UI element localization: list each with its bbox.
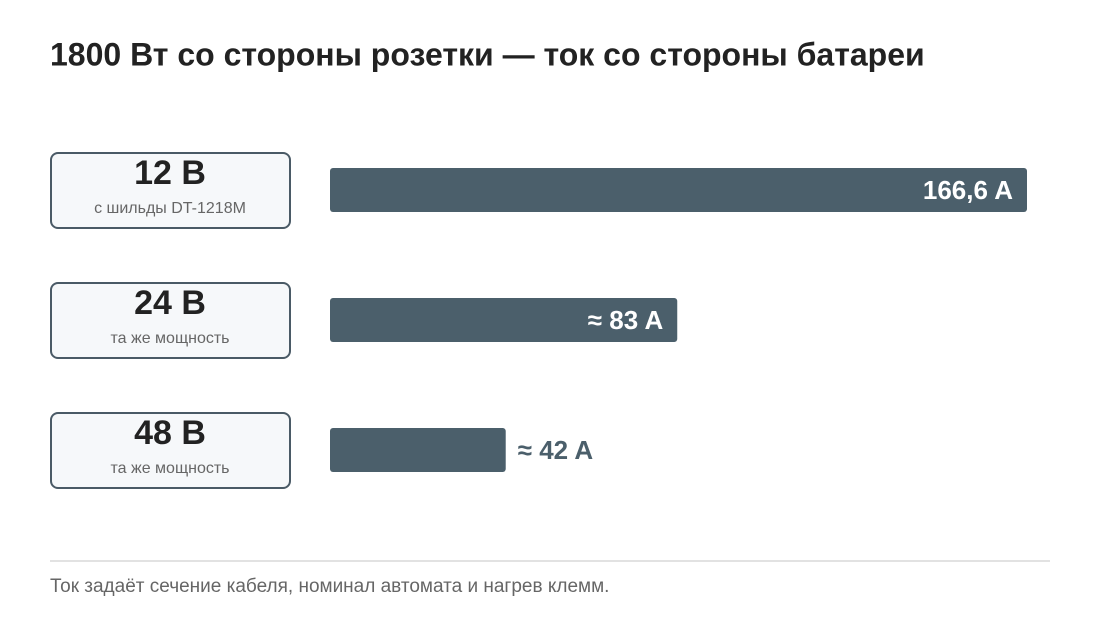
chart-title: 1800 Вт со стороны розетки — ток со стор… — [50, 36, 925, 72]
value-label: ≈ 83 A — [588, 305, 664, 335]
category-box — [50, 412, 291, 489]
category-label: 48 В — [134, 414, 206, 452]
value-label: ≈ 42 A — [518, 435, 594, 465]
bar — [330, 168, 1027, 212]
bar — [330, 298, 678, 342]
value-label: 166,6 A — [923, 175, 1013, 205]
footnote: Ток задаёт сечение кабеля, номинал автом… — [50, 576, 609, 597]
category-sublabel: с шильды DT-1218M — [94, 200, 246, 217]
category-box — [50, 282, 291, 359]
category-sublabel: та же мощность — [111, 330, 230, 347]
category-sublabel: та же мощность — [111, 460, 230, 477]
category-label: 24 В — [134, 284, 206, 322]
bar — [330, 428, 506, 472]
category-box — [50, 152, 291, 229]
category-label: 12 В — [134, 154, 206, 192]
